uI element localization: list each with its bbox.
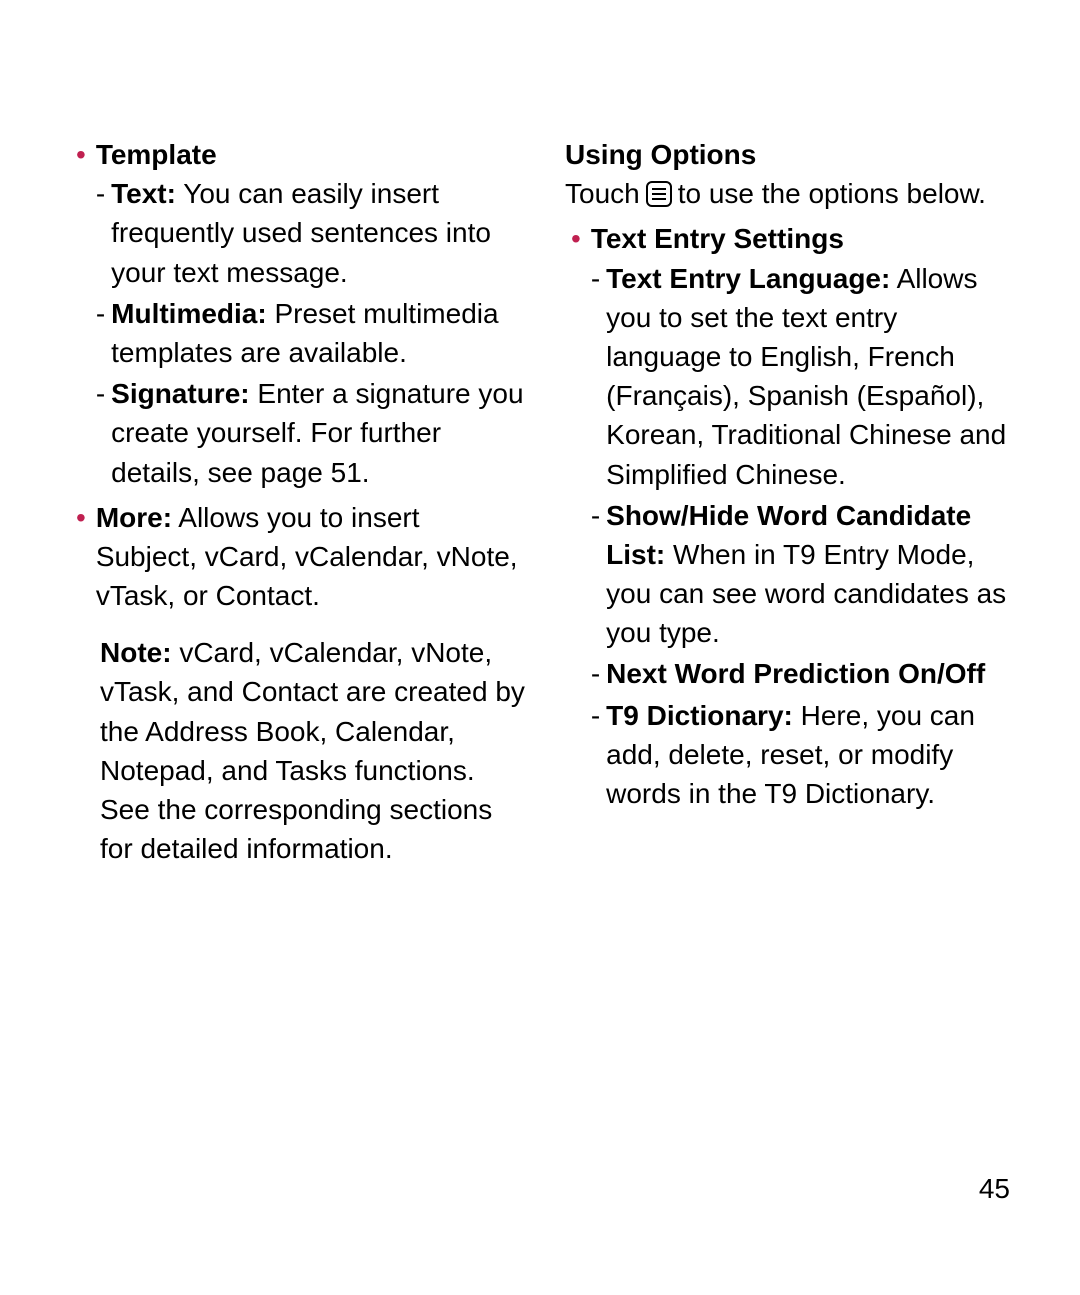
bullet-dot-icon: • <box>76 498 86 616</box>
touch-pre: Touch <box>565 174 640 213</box>
show-body: When in T9 Entry Mode, you can see word … <box>606 539 1006 648</box>
left-column: • Template - Text: You can easily insert… <box>70 135 525 868</box>
using-options-heading: Using Options <box>565 135 1020 174</box>
page-number: 45 <box>979 1173 1010 1205</box>
t9-label: T9 Dictionary: <box>606 700 793 731</box>
dash-icon: - <box>96 374 105 492</box>
tel-body: Allows you to set the text entry languag… <box>606 263 1006 490</box>
sub-show-hide: - Show/Hide Word Candidate List: When in… <box>591 496 1020 653</box>
touch-line: Touch to use the options below. <box>565 174 1020 213</box>
sub-text-entry-language: - Text Entry Language: Allows you to set… <box>591 259 1020 494</box>
right-column: Using Options Touch to use the options b… <box>565 135 1020 868</box>
dash-icon: - <box>591 259 600 494</box>
multimedia-label: Multimedia: <box>111 298 267 329</box>
bullet-more: • More: Allows you to insert Subject, vC… <box>70 498 525 616</box>
template-heading: Template <box>96 135 525 174</box>
menu-icon <box>646 181 672 207</box>
dash-icon: - <box>591 654 600 693</box>
dash-icon: - <box>96 294 105 372</box>
bullet-template: • Template - Text: You can easily insert… <box>70 135 525 494</box>
note-body: vCard, vCalendar, vNote, vTask, and Cont… <box>100 637 525 864</box>
dash-icon: - <box>591 496 600 653</box>
note-label: Note: <box>100 637 172 668</box>
signature-label: Signature: <box>111 378 249 409</box>
sub-signature: - Signature: Enter a signature you creat… <box>96 374 525 492</box>
text-label: Text: <box>111 178 176 209</box>
bullet-dot-icon: • <box>76 135 86 494</box>
sub-text: - Text: You can easily insert frequently… <box>96 174 525 292</box>
sub-multimedia: - Multimedia: Preset multimedia template… <box>96 294 525 372</box>
touch-post: to use the options below. <box>678 174 986 213</box>
tes-heading: Text Entry Settings <box>591 219 1020 258</box>
dash-icon: - <box>591 696 600 814</box>
page-content: • Template - Text: You can easily insert… <box>0 0 1080 928</box>
note-block: Note: vCard, vCalendar, vNote, vTask, an… <box>100 633 525 868</box>
sub-t9-dictionary: - T9 Dictionary: Here, you can add, dele… <box>591 696 1020 814</box>
sub-next-word: - Next Word Prediction On/Off <box>591 654 1020 693</box>
tel-label: Text Entry Language: <box>606 263 890 294</box>
bullet-text-entry-settings: • Text Entry Settings - Text Entry Langu… <box>565 219 1020 815</box>
more-label: More: <box>96 502 172 533</box>
dash-icon: - <box>96 174 105 292</box>
nwp-label: Next Word Prediction On/Off <box>606 658 985 689</box>
bullet-dot-icon: • <box>571 219 581 815</box>
